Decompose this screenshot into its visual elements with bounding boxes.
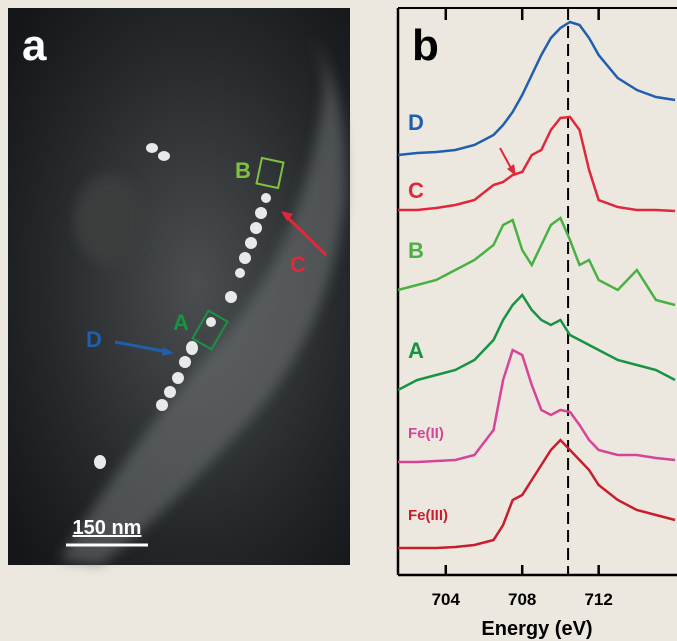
spectrum	[398, 115, 676, 213]
region-label: B	[235, 158, 251, 183]
spectrum	[398, 348, 676, 464]
spectrum	[398, 438, 676, 550]
x-axis-label: Energy (eV)	[481, 618, 592, 640]
panel-letter: a	[22, 21, 47, 70]
spectra-panel: b Energy (eV) 704 708 712 D C B A Fe(II) Fe(III)	[396, 7, 677, 640]
spectrum	[397, 20, 676, 157]
region-label: A	[173, 310, 189, 335]
x-tick-label: 704	[432, 590, 461, 609]
region-label: C	[290, 252, 306, 277]
x-tick-label: 708	[508, 590, 536, 609]
series-label: C	[408, 178, 424, 203]
micrograph: a B C A D 150 nm	[8, 8, 350, 565]
series-label: A	[408, 338, 424, 363]
series-label: B	[408, 238, 424, 263]
series-label: D	[408, 110, 424, 135]
spectrum	[397, 292, 676, 392]
region-label: D	[86, 327, 102, 352]
spectrum	[397, 216, 676, 307]
series-label: Fe(II)	[408, 425, 444, 442]
series-label: Fe(III)	[408, 507, 448, 524]
panel-letter: b	[412, 21, 439, 70]
scale-bar-label: 150 nm	[73, 517, 142, 539]
x-tick-label: 712	[584, 590, 612, 609]
